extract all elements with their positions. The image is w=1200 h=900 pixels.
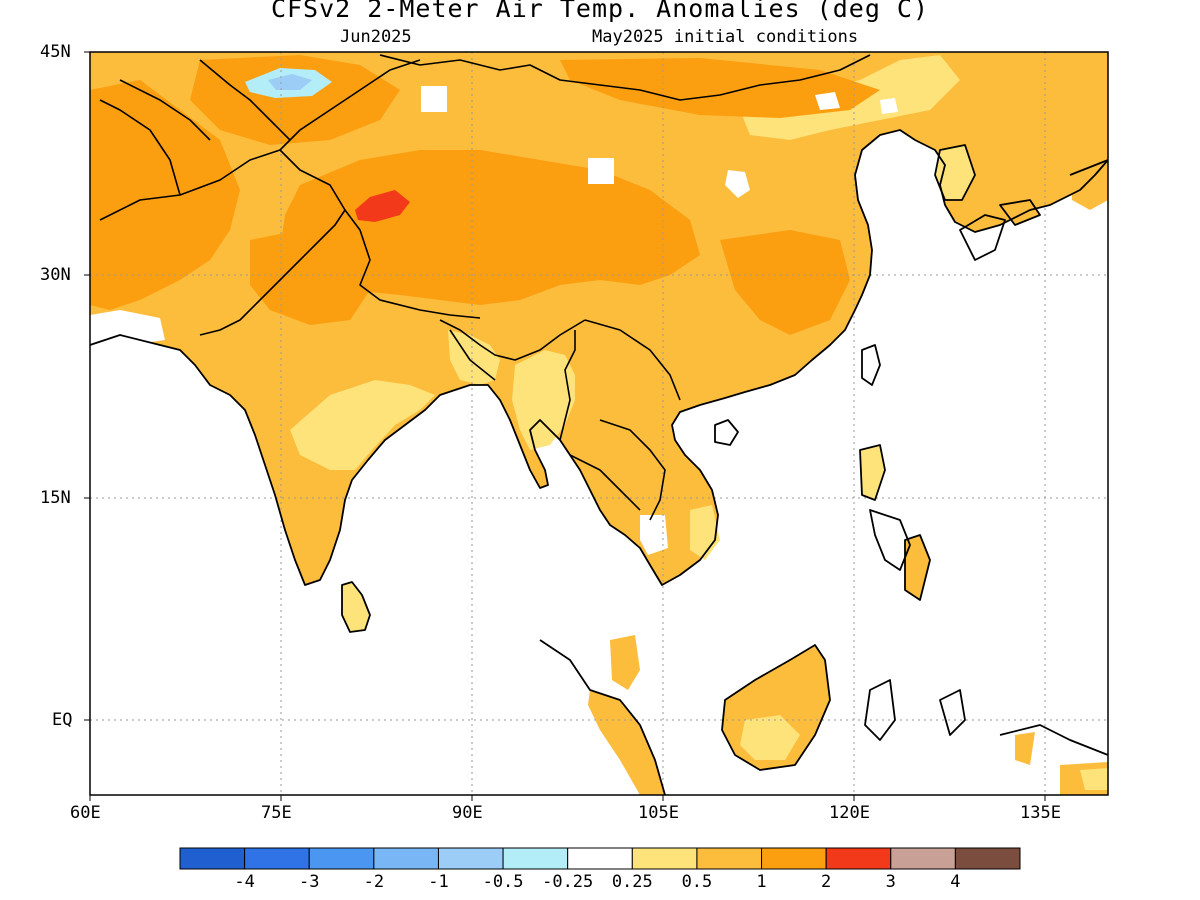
- land-white-cell-3: [725, 170, 750, 198]
- land-anomaly-1-2-mongolia: [560, 58, 880, 118]
- land-sumatra: [588, 690, 665, 795]
- land-anomaly-neg-0.5-1: [268, 74, 312, 90]
- land-anomaly-1-2-tibet: [280, 150, 700, 305]
- x-tick-135e: 135E: [1020, 803, 1061, 823]
- country-borders: [99, 54, 871, 521]
- land-png-yellow: [1080, 768, 1108, 790]
- land-sulawesi: [1015, 732, 1035, 765]
- land-anomaly-0.25-0.5-korea: [935, 145, 975, 200]
- x-tick-120e: 120E: [829, 803, 870, 823]
- initial-conditions: May2025 initial conditions: [592, 27, 859, 47]
- colorbar-label: 0.5: [681, 872, 713, 892]
- land-anomaly-0.25-0.5-india-east: [290, 380, 435, 470]
- y-tick-45n: 45N: [40, 42, 71, 62]
- land-anomaly-1-2-china-east: [720, 230, 850, 335]
- grid-lines: [90, 52, 1108, 795]
- land-white-cell-7: [640, 515, 668, 555]
- colorbar-swatch: [179, 847, 246, 870]
- colorbar: [179, 847, 1021, 870]
- colorbar-label: 3: [885, 872, 896, 892]
- x-tick-60e: 60E: [70, 803, 101, 823]
- colorbar-label: 0.25: [611, 872, 653, 892]
- colorbar-swatch: [437, 847, 504, 870]
- x-tick-90e: 90E: [452, 803, 483, 823]
- colorbar-label: -0.25: [542, 872, 594, 892]
- colorbar-swatch: [954, 847, 1021, 870]
- land-white-cell-5: [815, 92, 840, 110]
- y-tick-30n: 30N: [40, 265, 71, 285]
- colorbar-swatch: [890, 847, 956, 870]
- land-malay-peninsula: [610, 635, 640, 690]
- colorbar-swatch: [244, 847, 310, 870]
- tick-marks: [84, 51, 1046, 801]
- land-anomaly-1-2-india-north: [250, 230, 370, 325]
- land-white-cell-4: [90, 310, 165, 345]
- valid-month: Jun2025: [340, 27, 412, 47]
- colorbar-label: 1: [756, 872, 767, 892]
- colorbar-swatch: [631, 847, 698, 870]
- colorbar-swatch: [308, 847, 375, 870]
- land-anomaly-1-2-pakistan: [90, 80, 240, 310]
- land-borneo-yellow: [740, 715, 800, 760]
- land-anomaly-0.25-0.5-myanmar: [448, 330, 500, 385]
- coastlines: [90, 129, 1108, 795]
- plot-frame: [89, 51, 1109, 796]
- land-anomaly-0.25-0.5-vietnam: [690, 505, 720, 560]
- y-tick-15n: 15N: [40, 488, 71, 508]
- colorbar-label: -1: [428, 872, 449, 892]
- map-title: CFSv2 2-Meter Air Temp. Anomalies (deg C…: [270, 0, 930, 23]
- colorbar-swatch: [502, 847, 569, 870]
- land-anomaly-2-3: [355, 190, 410, 222]
- colorbar-label: -3: [298, 872, 320, 892]
- x-tick-105e: 105E: [638, 803, 679, 823]
- colorbar-label: -2: [363, 872, 385, 892]
- colorbar-label: 2: [821, 872, 832, 892]
- colorbar-label: -0.5: [482, 872, 524, 892]
- colorbar-swatch: [696, 847, 763, 870]
- land-anomaly-0.25-0.5-burma: [512, 350, 575, 450]
- colorbar-swatch: [567, 847, 633, 870]
- colorbar-swatch: [761, 847, 827, 870]
- y-tick-eq: EQ: [52, 710, 73, 730]
- land-philippines-south: [905, 535, 930, 600]
- land-white-cell-2: [588, 158, 614, 184]
- colorbar-label: -4: [234, 872, 255, 892]
- colorbar-swatch: [825, 847, 892, 870]
- colorbar-swatch: [373, 847, 439, 870]
- colorbar-label: 4: [950, 872, 961, 892]
- land-anomaly-1-2-central-asia: [190, 55, 400, 145]
- land-white-cell-6: [880, 98, 898, 114]
- x-tick-75e: 75E: [261, 803, 292, 823]
- land-japan: [1070, 160, 1108, 210]
- land-sri-lanka: [342, 582, 370, 632]
- land-white-cell-1: [421, 86, 447, 112]
